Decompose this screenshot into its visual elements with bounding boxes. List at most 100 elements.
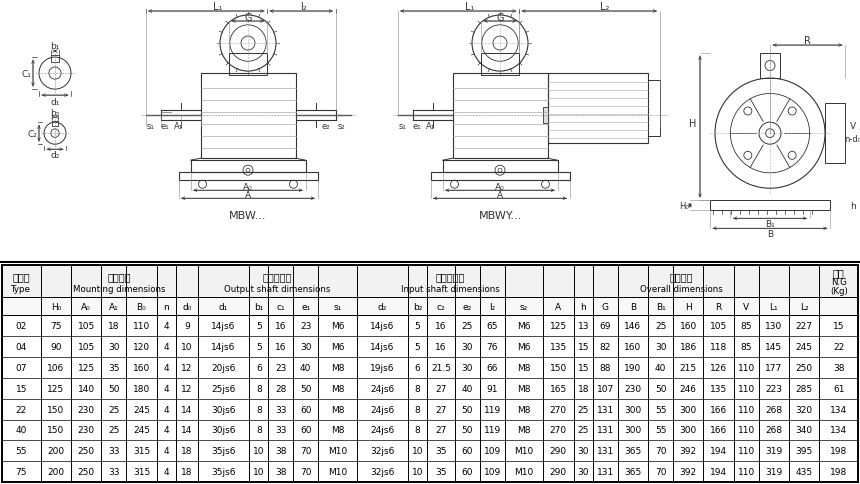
Text: M10: M10 [328, 446, 347, 455]
Text: 4: 4 [163, 363, 169, 372]
Text: 285: 285 [796, 384, 813, 393]
Text: 392: 392 [679, 467, 697, 476]
Text: 245: 245 [796, 343, 813, 351]
Text: 340: 340 [796, 425, 813, 435]
Text: 392: 392 [679, 446, 697, 455]
Text: L₁: L₁ [213, 2, 223, 12]
Text: 24js6: 24js6 [371, 405, 395, 414]
Text: 82: 82 [599, 343, 611, 351]
Text: 35: 35 [435, 446, 447, 455]
Text: 250: 250 [77, 446, 95, 455]
Text: 105: 105 [710, 322, 728, 331]
Text: M8: M8 [517, 363, 531, 372]
Text: 105: 105 [77, 343, 95, 351]
Text: 8: 8 [256, 384, 261, 393]
Text: 15: 15 [578, 343, 589, 351]
Text: 60: 60 [300, 425, 311, 435]
Bar [760, 54, 780, 79]
Text: d₂: d₂ [51, 151, 59, 159]
Text: L₁: L₁ [465, 2, 475, 12]
Text: 105: 105 [77, 322, 95, 331]
Text: L₂: L₂ [800, 302, 808, 311]
Text: h: h [580, 302, 587, 311]
Text: 315: 315 [132, 467, 150, 476]
Text: 165: 165 [550, 384, 567, 393]
Text: n-d₀: n-d₀ [845, 135, 860, 143]
Text: 109: 109 [483, 467, 501, 476]
Bar [703, 298, 734, 316]
Text: 30: 30 [578, 467, 589, 476]
Bar [648, 81, 660, 137]
Text: 8: 8 [415, 405, 421, 414]
Text: 190: 190 [624, 363, 642, 372]
Text: 25: 25 [108, 425, 120, 435]
Text: 177: 177 [765, 363, 783, 372]
Text: 270: 270 [550, 405, 567, 414]
Text: 38: 38 [275, 467, 286, 476]
Text: 50: 50 [300, 384, 311, 393]
Text: 250: 250 [796, 363, 813, 372]
Text: 25: 25 [462, 322, 473, 331]
Text: 70: 70 [300, 467, 311, 476]
Text: M8: M8 [331, 363, 344, 372]
Text: L₁: L₁ [770, 302, 778, 311]
Text: 70: 70 [300, 446, 311, 455]
Text: 5: 5 [415, 322, 421, 331]
Text: 65: 65 [487, 322, 498, 331]
Text: c₂: c₂ [437, 302, 445, 311]
Bar [318, 298, 357, 316]
Text: b₁: b₁ [51, 42, 59, 50]
Bar [176, 298, 198, 316]
Text: 270: 270 [550, 425, 567, 435]
Text: 60: 60 [300, 405, 311, 414]
Text: 30: 30 [462, 343, 473, 351]
Text: Overall dimensions: Overall dimensions [640, 285, 722, 293]
Text: 135: 135 [550, 343, 567, 351]
Text: M10: M10 [328, 467, 347, 476]
Text: A₀: A₀ [243, 182, 253, 191]
Text: 110: 110 [738, 384, 755, 393]
Text: 119: 119 [483, 425, 501, 435]
Text: 230: 230 [77, 425, 95, 435]
Text: 186: 186 [679, 343, 697, 351]
Bar [249, 298, 268, 316]
Text: h: h [851, 201, 856, 211]
Text: d₀: d₀ [182, 302, 192, 311]
Text: H₀: H₀ [679, 201, 689, 211]
Text: L₂: L₂ [600, 2, 610, 12]
Text: B₁: B₁ [655, 302, 666, 311]
Text: 268: 268 [765, 425, 783, 435]
Text: 8: 8 [415, 425, 421, 435]
Text: 30: 30 [462, 363, 473, 372]
Bar [357, 266, 544, 298]
Text: A₁: A₁ [174, 121, 183, 130]
Text: 120: 120 [133, 343, 150, 351]
Text: 40: 40 [462, 384, 473, 393]
Bar [544, 266, 820, 298]
Text: 395: 395 [796, 446, 813, 455]
Text: N.G: N.G [831, 277, 846, 287]
Text: e₂: e₂ [322, 121, 329, 130]
Text: 机型号: 机型号 [13, 272, 30, 281]
Text: Output shaft dimensions: Output shaft dimensions [224, 285, 330, 293]
Text: 55: 55 [15, 446, 27, 455]
Bar [51, 56, 59, 63]
Text: s₁: s₁ [399, 121, 407, 130]
Text: 61: 61 [833, 384, 845, 393]
Text: 125: 125 [47, 384, 64, 393]
Text: 4: 4 [163, 425, 169, 435]
Text: 160: 160 [624, 343, 642, 351]
Text: 140: 140 [77, 384, 95, 393]
Text: V: V [743, 302, 749, 311]
Text: s₂: s₂ [519, 302, 528, 311]
Text: 109: 109 [483, 446, 501, 455]
Text: 18: 18 [181, 467, 193, 476]
Text: 23: 23 [300, 322, 311, 331]
Text: n: n [163, 302, 169, 311]
Text: M8: M8 [517, 405, 531, 414]
Text: 18: 18 [578, 384, 589, 393]
Text: A₁: A₁ [426, 121, 435, 130]
Text: A: A [245, 190, 251, 199]
Text: 131: 131 [597, 467, 614, 476]
Text: 15: 15 [833, 322, 845, 331]
